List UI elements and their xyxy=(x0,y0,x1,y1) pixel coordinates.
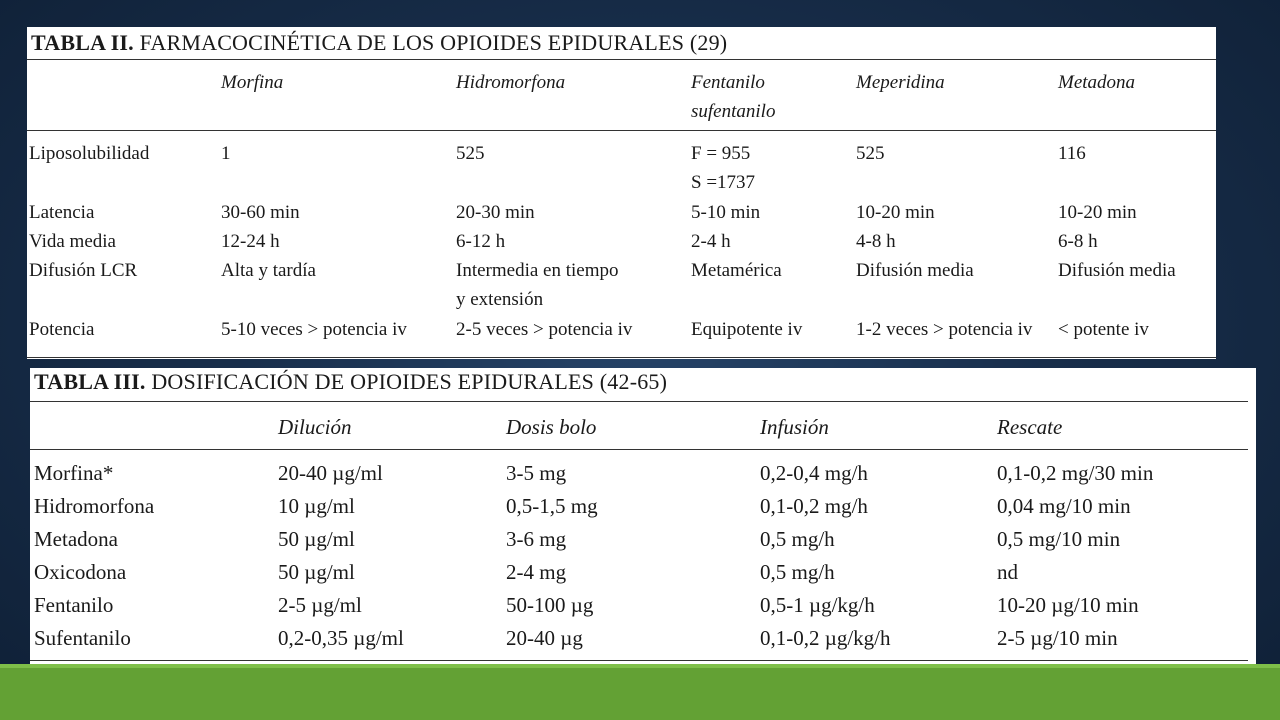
table-3-cell: 20-40 µg xyxy=(506,626,583,650)
table-3-column-header: Dilución xyxy=(278,415,352,439)
table-2-row-label: Difusión LCR xyxy=(29,260,138,281)
table-2-cell: 525 xyxy=(856,143,885,164)
table-2-column-header: Morfina xyxy=(221,72,284,93)
table-2-row-label: Liposolubilidad xyxy=(29,143,150,164)
table-2-cell: 5-10 min xyxy=(691,202,761,223)
table-3-cell: 0,2-0,4 mg/h xyxy=(760,461,868,485)
table-3-cell: 0,1-0,2 mg/h xyxy=(760,494,868,518)
table-3-top-rule xyxy=(30,401,1248,402)
table-2-cell: 20-30 min xyxy=(456,202,535,223)
table-3-title-text: DOSIFICACIÓN DE OPIOIDES EPIDURALES (42-… xyxy=(145,369,668,394)
table-2-column-header: Metadona xyxy=(1058,72,1136,93)
table-2-cell: Difusión media xyxy=(1058,260,1176,281)
table-3-row-label: Fentanilo xyxy=(34,593,114,617)
table-3-cell: 20-40 µg/ml xyxy=(278,461,383,485)
table-3-cell: 2-5 µg/ml xyxy=(278,593,362,617)
table-3-cell: 0,04 mg/10 min xyxy=(997,494,1131,518)
table-3-row-label: Metadona xyxy=(34,527,118,551)
table-3-cell: 0,2-0,35 µg/ml xyxy=(278,626,404,650)
table-3-cell: 2-5 µg/10 min xyxy=(997,626,1118,650)
table-2-cell: 10-20 min xyxy=(1058,202,1137,223)
table-2-cell: F = 955 xyxy=(691,143,751,164)
table-2-cell: 1 xyxy=(221,143,231,164)
table-3-column-header: Rescate xyxy=(997,415,1063,439)
table-3-cell: 0,5-1,5 mg xyxy=(506,494,598,518)
table-2-panel: TABLA II. FARMACOCINÉTICA DE LOS OPIOIDE… xyxy=(27,27,1216,359)
table-3-cell: 0,1-0,2 µg/kg/h xyxy=(760,626,891,650)
table-2-cell: 525 xyxy=(456,143,485,164)
table-3-cell: 10 µg/ml xyxy=(278,494,355,518)
table-2-cell: 116 xyxy=(1058,143,1086,164)
table-2-title: TABLA II. FARMACOCINÉTICA DE LOS OPIOIDE… xyxy=(31,30,727,56)
table-2-row-label: Vida media xyxy=(29,231,116,252)
table-2-cell: 2-5 veces > potencia iv xyxy=(456,319,633,340)
table-3-row-label: Oxicodona xyxy=(34,560,127,584)
table-2-cell: 10-20 min xyxy=(856,202,935,223)
table-2-cell: 4-8 h xyxy=(856,231,896,252)
table-3-cell: 3-6 mg xyxy=(506,527,567,551)
table-2-cell: 2-4 h xyxy=(691,231,731,252)
table-2-cell: 1-2 veces > potencia iv xyxy=(856,319,1033,340)
table-3-cell: 2-4 mg xyxy=(506,560,567,584)
footer-green-strip xyxy=(0,664,1280,668)
table-2-cell: 12-24 h xyxy=(221,231,280,252)
table-3-bottom-rule xyxy=(30,660,1248,661)
table-2-column-header: Meperidina xyxy=(856,72,945,93)
table-3-row-label: Morfina* xyxy=(34,461,114,485)
table-3-row-label: Hidromorfona xyxy=(34,494,155,518)
table-2-cell: Alta y tardía xyxy=(221,260,316,281)
table-3-cell: 10-20 µg/10 min xyxy=(997,593,1139,617)
table-3-cell: 0,5 mg/h xyxy=(760,527,835,551)
table-2-title-number: TABLA II. xyxy=(31,30,134,55)
table-2-bottom-rule xyxy=(27,357,1216,358)
table-3-row-label: Sufentanilo xyxy=(34,626,131,650)
table-3-column-header: Infusión xyxy=(760,415,829,439)
table-3-cell: 50 µg/ml xyxy=(278,527,355,551)
table-2-cell: 30-60 min xyxy=(221,202,300,223)
table-2-column-header: Hidromorfona xyxy=(456,72,566,93)
table-2-row-label: Latencia xyxy=(29,202,95,223)
table-2-cell: S =1737 xyxy=(691,172,756,193)
table-2-cell: 5-10 veces > potencia iv xyxy=(221,319,407,340)
table-2-column-header-line2: sufentanilo xyxy=(691,101,776,122)
footer-green-bar xyxy=(0,664,1280,720)
table-2-cell: Equipotente iv xyxy=(691,319,803,340)
table-3-cell: 0,5 mg/10 min xyxy=(997,527,1121,551)
table-3-panel: TABLA III. DOSIFICACIÓN DE OPIOIDES EPID… xyxy=(30,368,1256,668)
table-3-cell: 50 µg/ml xyxy=(278,560,355,584)
table-2-header-rule xyxy=(27,130,1216,131)
table-3-cell: 0,5 mg/h xyxy=(760,560,835,584)
table-2-cell: y extensión xyxy=(456,289,544,310)
table-3-cell: 0,5-1 µg/kg/h xyxy=(760,593,875,617)
table-3-title-number: TABLA III. xyxy=(34,369,146,394)
table-2-cell: Intermedia en tiempo xyxy=(456,260,619,281)
table-2-top-rule xyxy=(27,59,1216,60)
table-2-cell: Metamérica xyxy=(691,260,782,281)
table-3-cell: 50-100 µg xyxy=(506,593,594,617)
table-2-cell: Difusión media xyxy=(856,260,974,281)
table-3-cell: nd xyxy=(997,560,1018,584)
table-3-column-header: Dosis bolo xyxy=(506,415,597,439)
table-2-column-header: Fentanilo xyxy=(691,72,765,93)
table-3-cell: 3-5 mg xyxy=(506,461,567,485)
table-2-cell: 6-8 h xyxy=(1058,231,1098,252)
table-2-row-label: Potencia xyxy=(29,319,95,340)
table-2-cell: < potente iv xyxy=(1058,319,1149,340)
table-3-header-rule xyxy=(30,449,1248,450)
table-2-cell: 6-12 h xyxy=(456,231,506,252)
table-3-cell: 0,1-0,2 mg/30 min xyxy=(997,461,1154,485)
table-2-title-text: FARMACOCINÉTICA DE LOS OPIOIDES EPIDURAL… xyxy=(133,30,728,55)
table-3-title: TABLA III. DOSIFICACIÓN DE OPIOIDES EPID… xyxy=(34,369,667,395)
